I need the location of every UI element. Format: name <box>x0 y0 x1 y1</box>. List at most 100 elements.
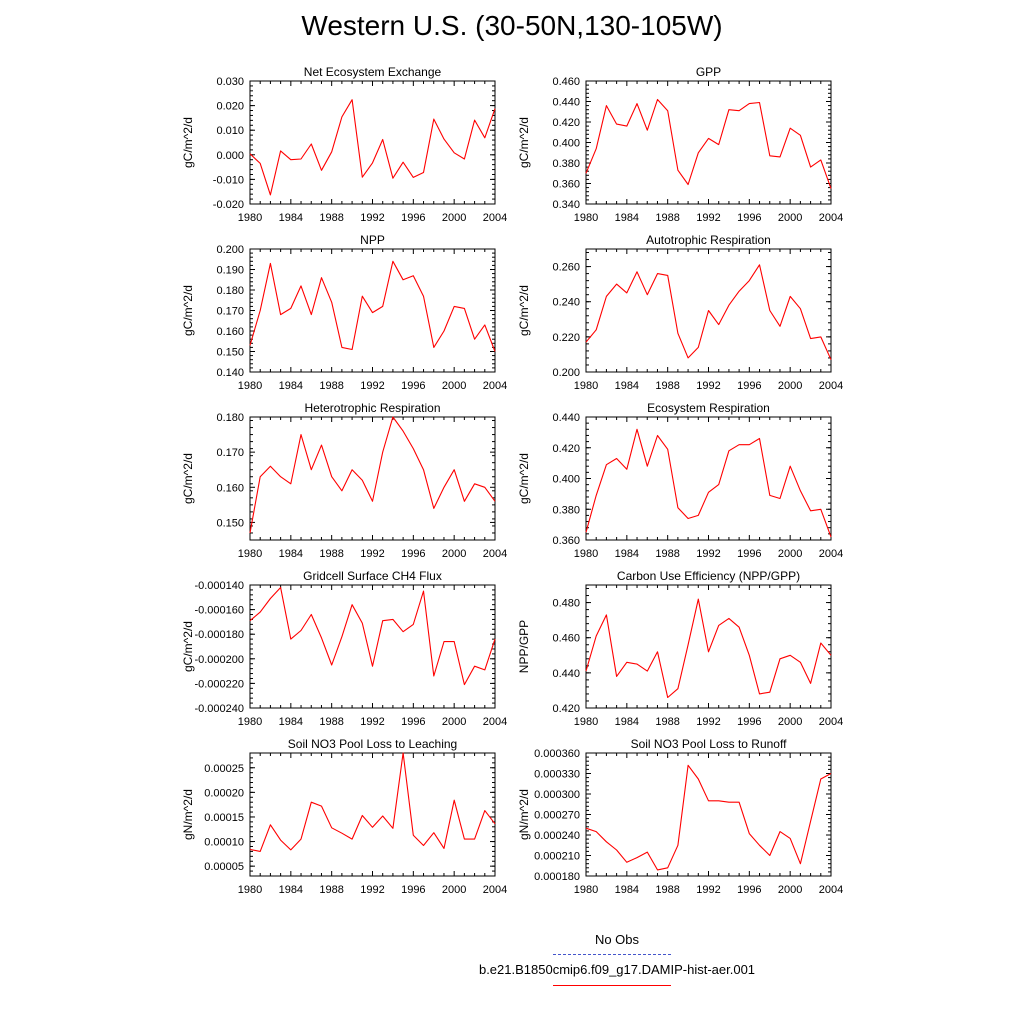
x-tick-label: 2004 <box>483 380 507 392</box>
y-tick-label: 0.240 <box>552 297 580 309</box>
x-tick-label: 1980 <box>574 884 598 896</box>
x-tick-label: 2000 <box>442 548 466 560</box>
y-tick-label: 0.200 <box>216 244 244 256</box>
y-tick-label: 0.480 <box>552 598 580 610</box>
series-line <box>249 752 496 852</box>
series-line <box>249 99 496 196</box>
y-axis-label: gC/m^2/d <box>517 117 531 168</box>
series-line <box>585 598 832 699</box>
x-tick-label: 2000 <box>442 716 466 728</box>
legend-model-line <box>553 985 671 986</box>
x-tick-label: 2004 <box>819 212 843 224</box>
y-tick-label: 0.000360 <box>534 748 580 760</box>
page-title: Western U.S. (30-50N,130-105W) <box>301 10 723 41</box>
x-tick-label: 1996 <box>401 548 425 560</box>
y-axis-label: gC/m^2/d <box>517 285 531 336</box>
y-axis-label: gC/m^2/d <box>181 285 195 336</box>
x-tick-label: 1980 <box>238 380 262 392</box>
x-tick-label: 2000 <box>442 212 466 224</box>
series-line <box>249 260 496 352</box>
x-tick-label: 2004 <box>819 548 843 560</box>
legend-obs-line <box>553 954 671 955</box>
series-line <box>585 764 832 871</box>
x-tick-label: 1996 <box>401 212 425 224</box>
y-tick-label: 0.160 <box>216 482 244 494</box>
y-tick-label: 0.360 <box>552 535 580 547</box>
panel-title: Autotrophic Respiration <box>646 233 771 247</box>
y-tick-label: -0.000180 <box>194 629 244 641</box>
x-tick-label: 2000 <box>442 884 466 896</box>
x-tick-label: 1988 <box>319 212 343 224</box>
x-tick-label: 1984 <box>279 716 303 728</box>
x-tick-label: 1996 <box>401 716 425 728</box>
y-tick-label: 0.260 <box>552 262 580 274</box>
x-tick-label: 1984 <box>279 380 303 392</box>
x-tick-label: 1980 <box>238 884 262 896</box>
x-tick-label: 1988 <box>319 380 343 392</box>
x-tick-label: 1988 <box>319 716 343 728</box>
y-tick-label: 0.380 <box>552 504 580 516</box>
y-tick-label: 0.440 <box>552 412 580 424</box>
x-tick-label: 1992 <box>696 212 720 224</box>
x-tick-label: 2004 <box>819 884 843 896</box>
y-tick-label: 0.440 <box>552 668 580 680</box>
x-tick-label: 1984 <box>615 884 639 896</box>
plot-frame <box>249 584 496 709</box>
panel-title: Net Ecosystem Exchange <box>304 65 442 79</box>
x-tick-label: 1992 <box>696 548 720 560</box>
y-tick-label: 0.00005 <box>204 861 244 873</box>
y-axis-label: gN/m^2/d <box>517 789 531 840</box>
y-tick-label: 0.180 <box>216 285 244 297</box>
y-tick-label: 0.380 <box>552 158 580 170</box>
y-tick-label: 0.360 <box>552 179 580 191</box>
y-axis-label: gN/m^2/d <box>181 789 195 840</box>
y-axis-label: gC/m^2/d <box>181 621 195 672</box>
series-line <box>585 264 832 360</box>
y-tick-label: -0.010 <box>213 174 244 186</box>
y-tick-label: 0.00015 <box>204 812 244 824</box>
y-tick-label: 0.200 <box>552 367 580 379</box>
y-axis-label: gC/m^2/d <box>181 453 195 504</box>
x-tick-label: 1980 <box>574 212 598 224</box>
series-line <box>249 416 496 534</box>
y-tick-label: 0.190 <box>216 265 244 277</box>
y-tick-label: 0.150 <box>216 347 244 359</box>
y-tick-label: -0.000160 <box>194 605 244 617</box>
x-tick-label: 2004 <box>483 716 507 728</box>
x-tick-label: 1992 <box>360 380 384 392</box>
y-tick-label: 0.030 <box>216 76 244 88</box>
y-tick-label: 0.180 <box>216 412 244 424</box>
x-tick-label: 2000 <box>442 380 466 392</box>
y-tick-label: 0.340 <box>552 199 580 211</box>
x-tick-label: 1992 <box>360 884 384 896</box>
x-tick-label: 2000 <box>778 548 802 560</box>
x-tick-label: 1992 <box>360 548 384 560</box>
x-tick-label: 1980 <box>574 548 598 560</box>
x-tick-label: 1984 <box>615 212 639 224</box>
x-tick-label: 1996 <box>737 212 761 224</box>
x-tick-label: 1984 <box>279 548 303 560</box>
y-tick-label: -0.000240 <box>194 703 244 715</box>
x-tick-label: 2004 <box>819 716 843 728</box>
x-tick-label: 2004 <box>483 212 507 224</box>
y-tick-label: 0.140 <box>216 367 244 379</box>
y-tick-label: 0.00025 <box>204 763 244 775</box>
panel-title: NPP <box>360 233 385 247</box>
y-tick-label: 0.000270 <box>534 810 580 822</box>
x-tick-label: 1980 <box>574 716 598 728</box>
x-tick-label: 1992 <box>360 716 384 728</box>
plot-frame <box>249 80 496 205</box>
y-tick-label: 0.00010 <box>204 837 244 849</box>
x-tick-label: 1992 <box>360 212 384 224</box>
x-tick-label: 1992 <box>696 884 720 896</box>
x-tick-label: 2004 <box>819 380 843 392</box>
x-tick-label: 1996 <box>737 716 761 728</box>
panel-title: Soil NO3 Pool Loss to Leaching <box>288 737 457 751</box>
y-tick-label: 0.420 <box>552 117 580 129</box>
panel-title: Heterotrophic Respiration <box>304 401 440 415</box>
series-line <box>585 428 832 538</box>
y-tick-label: 0.460 <box>552 76 580 88</box>
y-tick-label: 0.000 <box>216 150 244 162</box>
x-tick-label: 1984 <box>279 212 303 224</box>
y-axis-label: gC/m^2/d <box>181 117 195 168</box>
